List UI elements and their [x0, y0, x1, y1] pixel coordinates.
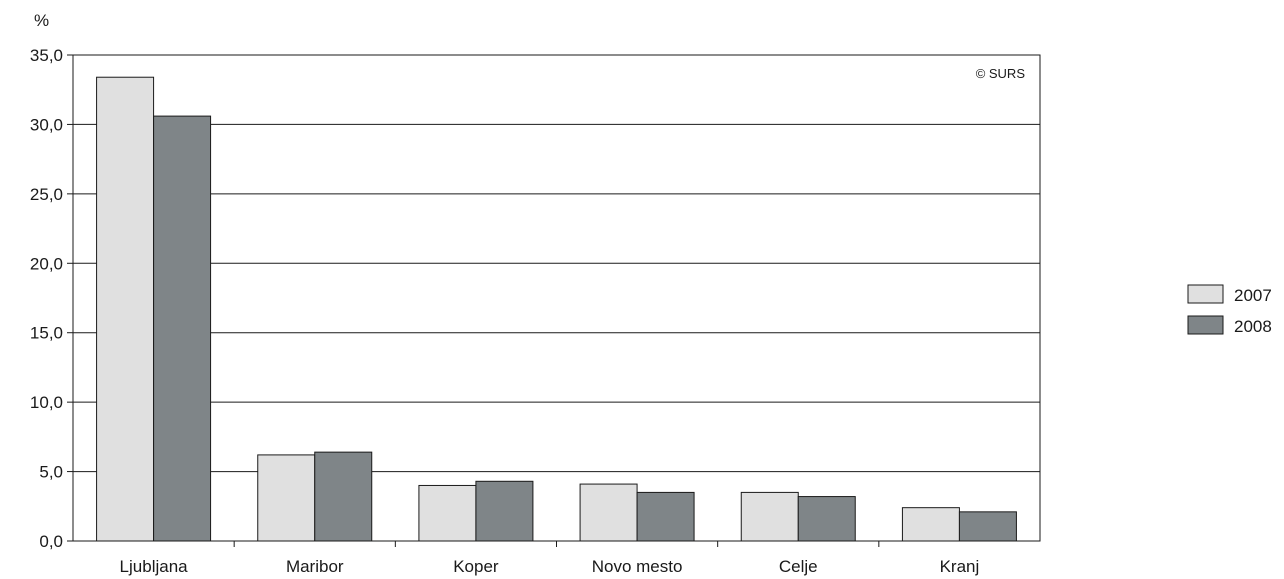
bar-2007-maribor	[257, 454, 316, 542]
x-category-label: Kranj	[940, 557, 980, 576]
bar-2008-ljubljana	[153, 115, 212, 542]
bar-2007-kranj	[901, 507, 960, 542]
y-tick-label: 0,0	[39, 532, 63, 551]
x-category-label: Ljubljana	[120, 557, 189, 576]
y-tick-label: 20,0	[30, 254, 63, 273]
legend: 2007 2008	[1187, 284, 1272, 336]
gridlines	[73, 123, 1040, 473]
legend-swatch-2007	[1187, 284, 1224, 304]
legend-swatch-2008	[1187, 315, 1224, 335]
bar-2008-koper	[475, 480, 534, 542]
y-unit-label: %	[34, 11, 49, 30]
plot-frame	[72, 54, 1041, 542]
bar-2007-ljubljana	[96, 76, 155, 542]
legend-label-2007: 2007	[1234, 286, 1272, 305]
x-category-label: Maribor	[286, 557, 344, 576]
y-tick-label: 15,0	[30, 324, 63, 343]
bar-2007-celje	[740, 491, 799, 542]
legend-label-2008: 2008	[1234, 317, 1272, 336]
bar-2007-novo-mesto	[579, 483, 638, 542]
bar-2008-novo-mesto	[636, 491, 695, 542]
bars	[96, 76, 1017, 542]
bar-2008-maribor	[314, 451, 373, 542]
x-category-label: Novo mesto	[592, 557, 683, 576]
axes: 0,0 5,0 10,0 15,0 20,0 25,0 30,0 35,0 Ljubljana M…	[30, 46, 979, 576]
bar-2008-celje	[797, 496, 856, 542]
copyright-label: © SURS	[976, 66, 1026, 81]
y-tick-label: 30,0	[30, 115, 63, 134]
y-tick-label: 10,0	[30, 393, 63, 412]
y-tick-label: 35,0	[30, 46, 63, 65]
x-category-label: Celje	[779, 557, 818, 576]
bar-2008-kranj	[958, 511, 1017, 542]
x-category-label: Koper	[453, 557, 499, 576]
y-tick-label: 5,0	[39, 463, 63, 482]
bar-2007-koper	[418, 484, 477, 542]
y-tick-label: 25,0	[30, 185, 63, 204]
